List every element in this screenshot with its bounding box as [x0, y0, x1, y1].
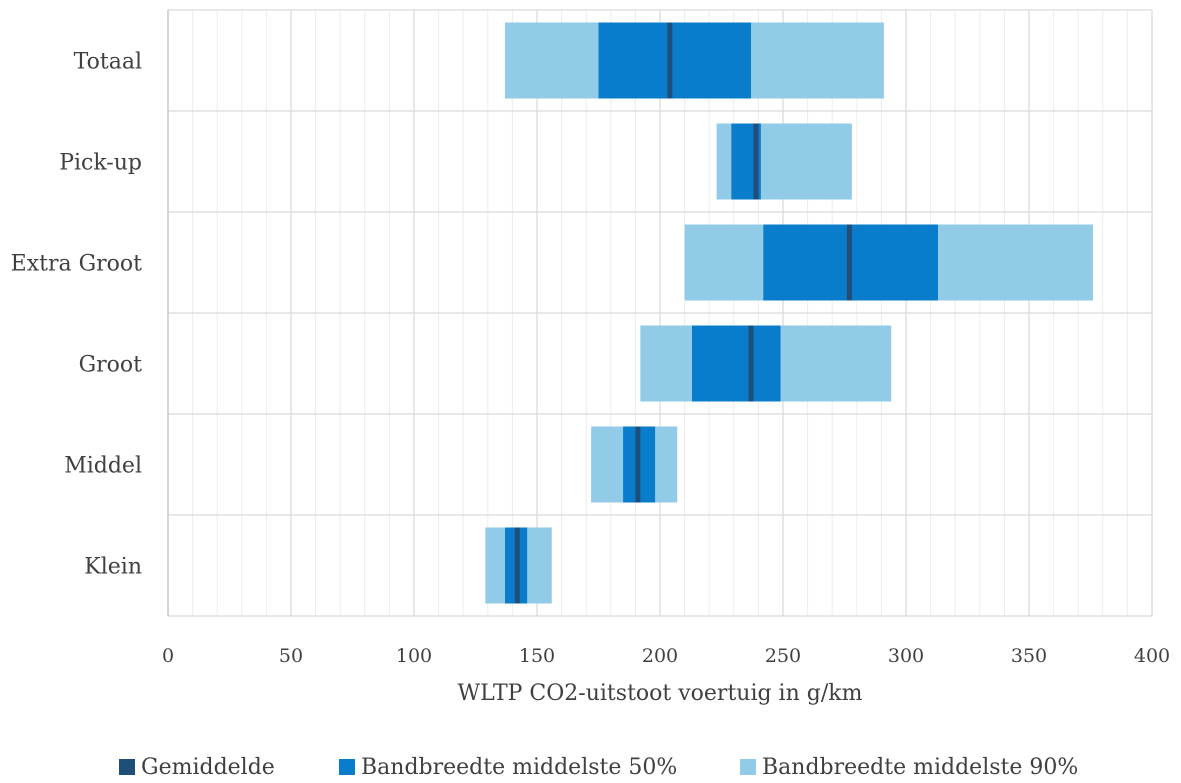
- x-tick-label: 350: [1011, 645, 1047, 667]
- legend-label: Bandbreedte middelste 50%: [361, 755, 677, 780]
- x-tick-label: 200: [642, 645, 678, 667]
- mean-marker: [635, 426, 641, 503]
- x-tick-label: 50: [279, 645, 303, 667]
- category-label: Totaal: [74, 50, 142, 75]
- category-label: Klein: [84, 555, 142, 580]
- x-tick-label: 400: [1134, 645, 1170, 667]
- bar-range-50: [691, 325, 781, 402]
- x-tick-label: 100: [396, 645, 432, 667]
- legend-swatch: [339, 759, 355, 775]
- legend-label: Gemiddelde: [141, 755, 275, 780]
- x-tick-label: 150: [519, 645, 555, 667]
- x-tick-label: 300: [888, 645, 924, 667]
- bars: [485, 22, 1093, 604]
- mean-marker: [514, 527, 520, 604]
- mean-marker: [748, 325, 754, 402]
- category-label: Middel: [64, 454, 142, 479]
- category-label: Pick-up: [59, 151, 142, 176]
- legend-swatch: [119, 759, 135, 775]
- legend-swatch: [740, 759, 756, 775]
- x-tick-label: 0: [162, 645, 174, 667]
- category-label: Groot: [79, 353, 143, 378]
- legend-label: Bandbreedte middelste 90%: [762, 755, 1078, 780]
- mean-marker: [753, 123, 759, 200]
- grid: [167, 9, 1153, 617]
- axes: Totaal Pick-up Extra Groot Groot Middel Klein…: [11, 10, 1170, 667]
- x-axis-title: WLTP CO2-uitstoot voertuig in g/km: [458, 681, 863, 706]
- bar-range-50: [598, 22, 752, 99]
- legend: Gemiddelde Bandbreedte middelste 50% Bandb…: [119, 755, 1078, 780]
- mean-marker: [667, 22, 673, 99]
- x-tick-label: 250: [765, 645, 801, 667]
- mean-marker: [846, 224, 852, 301]
- category-label: Extra Groot: [11, 252, 143, 277]
